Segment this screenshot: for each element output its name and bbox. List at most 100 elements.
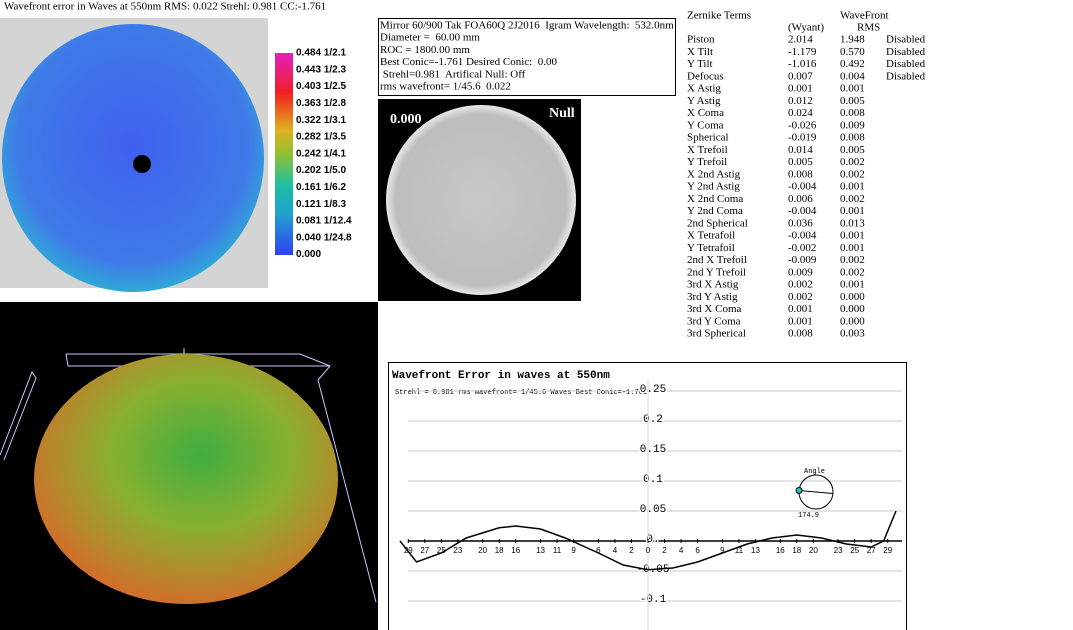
table-cell: Piston	[687, 34, 715, 46]
table-cell: X Astig	[687, 83, 721, 95]
null-disc	[386, 105, 576, 295]
angle-label: Angle	[804, 468, 825, 476]
x-tick-label: 6	[596, 546, 601, 555]
table-cell: Spherical	[687, 132, 729, 144]
x-tick-label: 25	[850, 546, 859, 555]
x-tick-label: 9	[571, 546, 576, 555]
table-cell: Y Coma	[687, 119, 724, 131]
table-cell: 0.005	[788, 156, 813, 168]
table-cell: 2nd X Trefoil	[687, 254, 747, 266]
table-cell: 0.002	[840, 156, 865, 168]
table-cell: Y Trefoil	[687, 156, 727, 168]
x-tick-label: 0	[646, 546, 651, 555]
x-tick-label: 20	[809, 546, 818, 555]
x-tick-label: 2	[629, 546, 634, 555]
table-cell: 0.002	[840, 266, 865, 278]
x-tick-label: 4	[679, 546, 684, 555]
angle-handle	[795, 486, 803, 494]
table-cell: -0.004	[788, 230, 817, 242]
table-cell: Y Tilt	[687, 58, 713, 70]
table-cell: 0.002	[788, 291, 813, 303]
colorbar-label: 0.363 1/2.8	[296, 98, 346, 109]
table-cell: 0.008	[840, 132, 865, 144]
table-header: WaveFront	[840, 10, 889, 22]
table-cell: 0.492	[840, 58, 865, 70]
table-cell: X 2nd Astig	[687, 168, 741, 180]
info-box	[378, 18, 676, 96]
table-cell: 0.005	[840, 95, 865, 107]
x-tick-label: 29	[404, 546, 413, 555]
profile-title: Wavefront Error in waves at 550nm	[392, 370, 610, 382]
table-cell: Y 2nd Coma	[687, 205, 743, 217]
x-tick-label: 27	[420, 546, 429, 555]
table-cell: X Trefoil	[687, 144, 728, 156]
table-cell: -0.004	[788, 205, 817, 217]
table-cell: 3rd X Astig	[687, 279, 739, 291]
table-cell: 0.001	[840, 230, 865, 242]
table-cell: 0.014	[788, 144, 813, 156]
table-cell: Y Astig	[687, 95, 721, 107]
table-cell: 0.036	[788, 217, 813, 229]
table-cell: 0.001	[840, 181, 865, 193]
colorbar-label: 0.322 1/3.1	[296, 115, 346, 126]
x-tick-label: 2	[662, 546, 667, 555]
table-cell: Y 2nd Astig	[687, 181, 740, 193]
table-cell: Y Tetrafoil	[687, 242, 735, 254]
profile-line	[399, 510, 897, 571]
table-cell: 3rd Y Astig	[687, 291, 738, 303]
table-cell: 0.003	[840, 328, 865, 340]
table-cell: 0.001	[788, 83, 813, 95]
table-cell: 0.001	[840, 242, 865, 254]
table-cell: 0.001	[840, 83, 865, 95]
table-cell: -0.002	[788, 242, 816, 254]
info-line: rms wavefront= 1/45.6 0.022	[380, 81, 511, 93]
colorbar-label: 0.040 1/24.8	[296, 232, 352, 243]
colorbar-label: 0.242 1/4.1	[296, 148, 346, 159]
x-tick-label: 23	[453, 546, 462, 555]
table-cell: 0.024	[788, 107, 813, 119]
table-cell: 3rd Y Coma	[687, 315, 741, 327]
table-cell: 0.002	[840, 254, 865, 266]
x-tick-label: 13	[751, 546, 760, 555]
table-cell: Disabled	[886, 34, 926, 46]
table-cell: 0.008	[788, 328, 813, 340]
y-tick-label: 0.25	[640, 384, 666, 396]
null-value: 0.000	[390, 112, 422, 127]
table-cell: 2nd Spherical	[687, 217, 748, 229]
table-cell: 0.008	[840, 107, 865, 119]
table-header: (Wyant)	[788, 22, 824, 34]
y-tick-label: 0.	[646, 534, 659, 546]
table-cell: 0.004	[840, 70, 865, 82]
table-cell: 0.012	[788, 95, 813, 107]
table-cell: 2nd Y Trefoil	[687, 266, 746, 278]
table-cell: Defocus	[687, 70, 724, 82]
y-tick-label: 0.15	[640, 444, 666, 456]
x-tick-label: 11	[553, 546, 562, 555]
x-tick-label: 27	[867, 546, 876, 555]
x-tick-label: 11	[735, 546, 744, 555]
x-tick-label: 4	[613, 546, 618, 555]
angle-value: 174.9	[798, 512, 819, 520]
table-cell: X Coma	[687, 107, 724, 119]
table-cell: 0.008	[788, 168, 813, 180]
profile-subtitle: Strehl = 0.981 rms wavefront= 1/45.6 Wav…	[395, 389, 647, 397]
table-cell: 0.007	[788, 70, 813, 82]
table-cell: 3rd Spherical	[687, 328, 746, 340]
table-cell: 0.001	[840, 279, 865, 291]
null-label: Null	[549, 106, 575, 121]
table-cell: 2.014	[788, 34, 813, 46]
map-title: Wavefront error in Waves at 550nm RMS: 0…	[4, 1, 326, 13]
info-line: Best Conic=-1.761 Desired Conic: 0.00	[380, 56, 557, 68]
map-center-hole	[133, 155, 151, 173]
map-disc	[2, 24, 264, 292]
colorbar-label: 0.000	[296, 249, 321, 260]
info-lines: Mirror 60/900 Tak FOA60Q 2J2016 Igram Wa…	[380, 20, 674, 93]
table-cell: 0.002	[840, 193, 865, 205]
y-tick-label: 0.2	[643, 414, 663, 426]
table-cell: X Tetrafoil	[687, 230, 735, 242]
x-tick-label: 18	[495, 546, 504, 555]
info-line: Diameter = 60.00 mm	[380, 32, 480, 44]
x-tick-label: 16	[776, 546, 785, 555]
